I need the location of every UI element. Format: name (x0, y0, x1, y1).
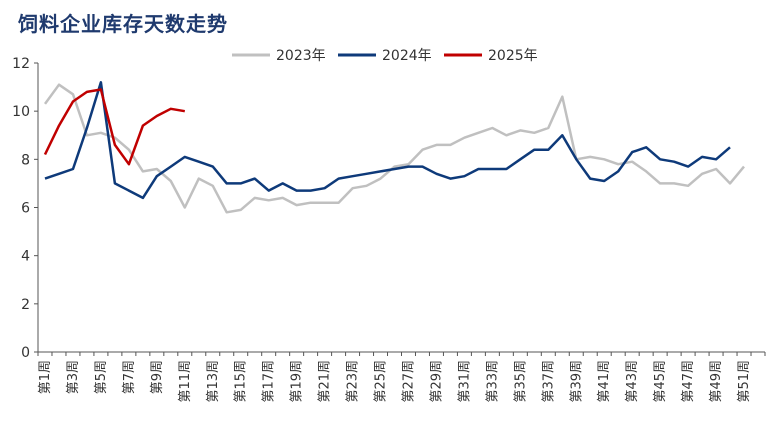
x-tick-label: 第21周 (318, 360, 333, 403)
y-tick-label: 8 (21, 152, 30, 168)
y-tick-label: 12 (12, 56, 30, 72)
legend-label: 2023年 (276, 48, 326, 64)
y-tick-label: 6 (21, 201, 30, 217)
x-tick-label: 第3周 (66, 360, 81, 394)
series-layer (43, 81, 745, 214)
y-axis: 0 2 4 6 8 10 12 (12, 56, 39, 361)
x-tick-label: 第11周 (178, 360, 193, 403)
x-axis: 第1周 第3周 第5周 第7周 第9周 第11周 第13周 第15周 第17周 第19周 第21周第… (37, 351, 766, 403)
legend-label: 2025年 (488, 48, 538, 64)
x-tick-label: 第35周 (513, 360, 528, 403)
x-tick-label: 第41周 (597, 360, 612, 403)
series-line-2025年 (43, 88, 186, 166)
x-tick-label: 第15周 (234, 360, 249, 403)
x-tick-label: 第13周 (206, 360, 221, 403)
y-tick-label: 2 (21, 297, 30, 313)
x-tick-label: 第19周 (290, 360, 305, 403)
x-tick-label: 第45周 (653, 360, 668, 403)
x-tick-label: 第39周 (569, 360, 584, 403)
x-tick-label: 第5周 (94, 360, 109, 394)
series-line-2024年 (44, 81, 731, 200)
x-tick-label: 第25周 (374, 360, 389, 403)
x-tick-label: 第17周 (262, 360, 277, 403)
x-tick-label: 第49周 (709, 360, 724, 403)
x-tick-label: 第7周 (122, 360, 137, 394)
x-tick-label: 第47周 (681, 360, 696, 403)
x-tick-label: 第43周 (625, 360, 640, 403)
y-tick-label: 10 (12, 104, 30, 120)
legend-label: 2024年 (382, 48, 432, 64)
x-tick-label: 第33周 (485, 360, 500, 403)
x-tick-label: 第23周 (346, 360, 361, 403)
legend: 2023年 2024年 2025年 (232, 48, 538, 64)
y-tick-label: 0 (21, 345, 30, 361)
x-tick-label: 第51周 (737, 360, 752, 403)
chart-title: 饲料企业库存天数走势 (18, 12, 228, 36)
x-tick-label: 第27周 (401, 360, 416, 403)
y-tick-label: 4 (21, 249, 30, 265)
x-tick-label: 第31周 (457, 360, 472, 403)
x-tick-label: 第29周 (429, 360, 444, 403)
x-tick-label: 第9周 (150, 360, 165, 394)
x-tick-label: 第37周 (541, 360, 556, 403)
x-tick-label: 第1周 (38, 360, 53, 394)
